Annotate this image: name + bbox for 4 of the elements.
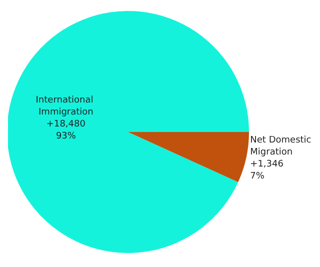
data-label: +1,346 7% [250, 159, 284, 182]
slice-label: International Immigration [36, 96, 96, 118]
slice-label: Net Domestic Migration [250, 135, 314, 158]
data-label: +18,480 93% [46, 120, 86, 142]
